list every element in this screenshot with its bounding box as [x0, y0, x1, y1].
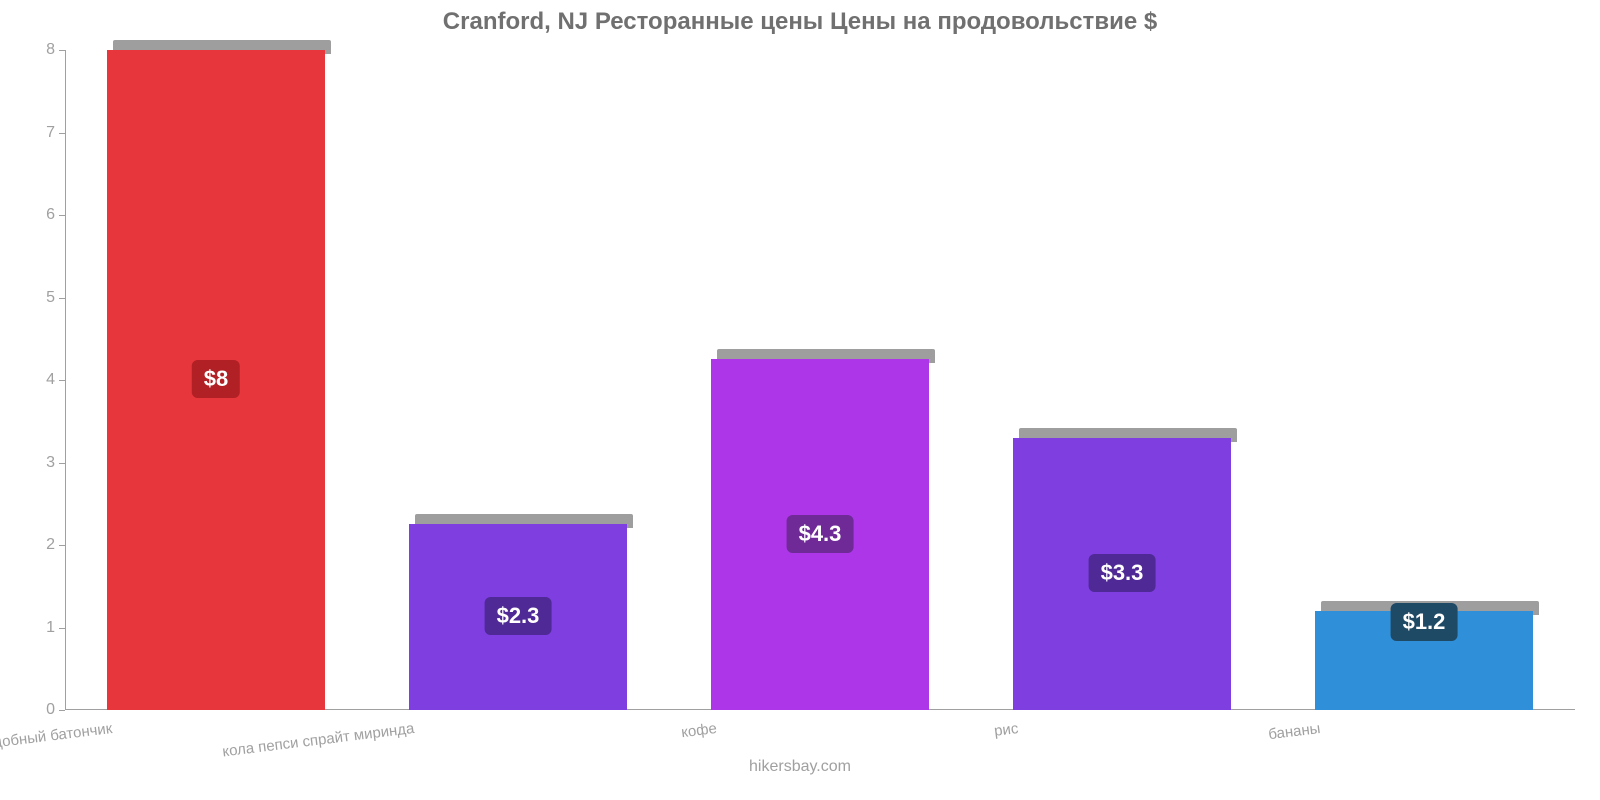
bar-value-label: $1.2: [1391, 603, 1458, 641]
bar-value-label: $4.3: [787, 515, 854, 553]
bar-slot: $1.2бананы: [1273, 50, 1575, 710]
bar-value-label: $2.3: [485, 597, 552, 635]
bar-value-label: $3.3: [1089, 554, 1156, 592]
chart-title: Cranford, NJ Ресторанные цены Цены на пр…: [0, 8, 1600, 36]
bar-slot: $8mac burger king или подобный батончик: [65, 50, 367, 710]
y-tick-label: 2: [46, 536, 55, 554]
bar-slot: $2.3кола пепси спрайт миринда: [367, 50, 669, 710]
bar-slot: $4.3кофе: [669, 50, 971, 710]
category-label: кола пепси спрайт миринда: [222, 720, 416, 760]
y-tick-label: 6: [46, 206, 55, 224]
y-tick-label: 3: [46, 454, 55, 472]
plot-area: 012345678$8mac burger king или подобный …: [65, 50, 1575, 710]
y-tick-label: 5: [46, 289, 55, 307]
category-label: рис: [993, 720, 1019, 740]
bar-value-label: $8: [192, 360, 240, 398]
y-tick-label: 8: [46, 41, 55, 59]
price-bar-chart: Cranford, NJ Ресторанные цены Цены на пр…: [0, 0, 1600, 800]
y-tick-mark: [59, 710, 65, 711]
bar-slot: $3.3рис: [971, 50, 1273, 710]
category-label: кофе: [680, 720, 718, 741]
category-label: бананы: [1267, 720, 1321, 743]
y-tick-label: 1: [46, 619, 55, 637]
chart-footer: hikersbay.com: [0, 758, 1600, 776]
y-tick-label: 0: [46, 701, 55, 719]
y-tick-label: 7: [46, 124, 55, 142]
y-tick-label: 4: [46, 371, 55, 389]
